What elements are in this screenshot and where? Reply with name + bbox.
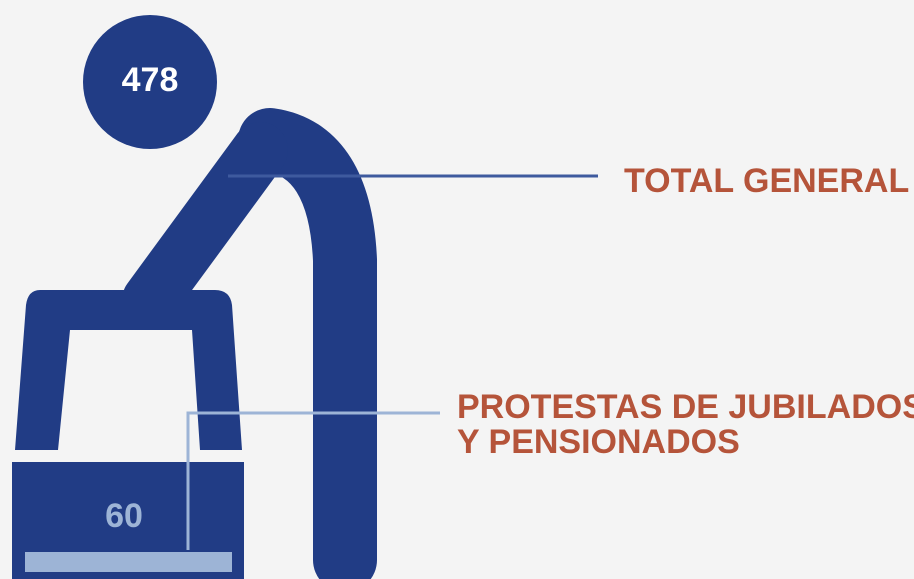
total-value: 478: [122, 61, 179, 99]
subset-label-line: Y PENSIONADOS: [457, 423, 740, 461]
page: 478 TOTAL GENERAL PROTESTAS DE JUBILADOS…: [0, 0, 914, 579]
box-bar: [25, 552, 232, 572]
subset-label-line: PROTESTAS DE JUBILADOS: [457, 388, 914, 426]
infographic: 478 TOTAL GENERAL PROTESTAS DE JUBILADOS…: [0, 0, 914, 579]
subset-value: 60: [105, 497, 143, 535]
total-label: TOTAL GENERAL: [624, 162, 909, 200]
